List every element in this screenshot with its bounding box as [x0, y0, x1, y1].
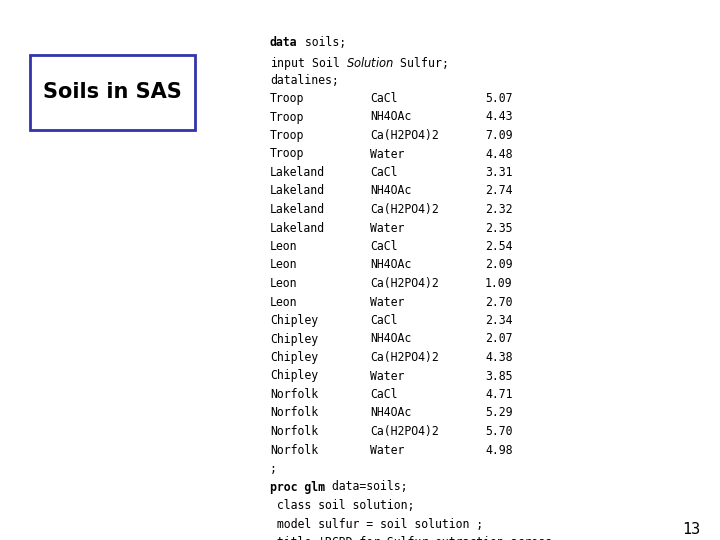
Text: class soil solution;: class soil solution;	[270, 499, 415, 512]
Text: title 'RCBD for Sulfur extraction across: title 'RCBD for Sulfur extraction across	[270, 536, 552, 540]
Text: Water: Water	[370, 295, 405, 308]
Text: 7.09: 7.09	[485, 129, 513, 142]
Text: 1.09: 1.09	[485, 277, 513, 290]
Text: soils;: soils;	[297, 37, 346, 50]
Text: 2.32: 2.32	[485, 203, 513, 216]
Text: 4.71: 4.71	[485, 388, 513, 401]
Text: 4.43: 4.43	[485, 111, 513, 124]
Text: 13: 13	[682, 522, 700, 537]
Text: CaCl: CaCl	[370, 314, 397, 327]
Text: Lakeland: Lakeland	[270, 185, 325, 198]
Text: 2.07: 2.07	[485, 333, 513, 346]
Text: 4.48: 4.48	[485, 147, 513, 160]
Text: CaCl: CaCl	[370, 240, 397, 253]
Text: CaCl: CaCl	[370, 92, 397, 105]
Text: NH4OAc: NH4OAc	[370, 111, 411, 124]
Text: 5.07: 5.07	[485, 92, 513, 105]
Text: Ca(H2PO4)2: Ca(H2PO4)2	[370, 129, 438, 142]
Text: model sulfur = soil solution ;: model sulfur = soil solution ;	[270, 517, 483, 530]
Text: Norfolk: Norfolk	[270, 388, 318, 401]
Text: Leon: Leon	[270, 240, 297, 253]
Text: datalines;: datalines;	[270, 73, 338, 86]
Text: Water: Water	[370, 443, 405, 456]
Text: Ca(H2PO4)2: Ca(H2PO4)2	[370, 425, 438, 438]
Text: input Soil $ Solution $ Sulfur;: input Soil $ Solution $ Sulfur;	[270, 55, 448, 72]
Text: 2.74: 2.74	[485, 185, 513, 198]
Text: NH4OAc: NH4OAc	[370, 185, 411, 198]
Text: Ca(H2PO4)2: Ca(H2PO4)2	[370, 277, 438, 290]
Text: ;: ;	[270, 462, 277, 475]
Text: CaCl: CaCl	[370, 388, 397, 401]
Text: Water: Water	[370, 221, 405, 234]
Text: 5.29: 5.29	[485, 407, 513, 420]
Text: Lakeland: Lakeland	[270, 203, 325, 216]
Text: Leon: Leon	[270, 259, 297, 272]
Text: Troop: Troop	[270, 111, 305, 124]
Text: Water: Water	[370, 147, 405, 160]
Text: Water: Water	[370, 369, 405, 382]
Text: NH4OAc: NH4OAc	[370, 259, 411, 272]
Text: 3.31: 3.31	[485, 166, 513, 179]
Text: Ca(H2PO4)2: Ca(H2PO4)2	[370, 351, 438, 364]
Text: 4.98: 4.98	[485, 443, 513, 456]
Text: CaCl: CaCl	[370, 166, 397, 179]
Text: proc glm: proc glm	[270, 481, 325, 494]
Text: Chipley: Chipley	[270, 314, 318, 327]
Text: Troop: Troop	[270, 92, 305, 105]
Text: 3.85: 3.85	[485, 369, 513, 382]
Text: NH4OAc: NH4OAc	[370, 407, 411, 420]
Text: 2.35: 2.35	[485, 221, 513, 234]
Text: Norfolk: Norfolk	[270, 443, 318, 456]
Text: Lakeland: Lakeland	[270, 166, 325, 179]
Text: Leon: Leon	[270, 295, 297, 308]
Text: Soils in SAS: Soils in SAS	[43, 83, 182, 103]
Text: 2.34: 2.34	[485, 314, 513, 327]
Text: Norfolk: Norfolk	[270, 425, 318, 438]
Text: Chipley: Chipley	[270, 333, 318, 346]
Text: 2.54: 2.54	[485, 240, 513, 253]
Text: 5.70: 5.70	[485, 425, 513, 438]
Text: Troop: Troop	[270, 147, 305, 160]
Text: 4.38: 4.38	[485, 351, 513, 364]
Text: Chipley: Chipley	[270, 351, 318, 364]
Text: Norfolk: Norfolk	[270, 407, 318, 420]
Text: data=soils;: data=soils;	[325, 481, 408, 494]
Text: data: data	[270, 37, 297, 50]
Text: Lakeland: Lakeland	[270, 221, 325, 234]
Text: Ca(H2PO4)2: Ca(H2PO4)2	[370, 203, 438, 216]
Text: Leon: Leon	[270, 277, 297, 290]
Bar	[30, 55, 195, 130]
Text: 2.70: 2.70	[485, 295, 513, 308]
Text: Troop: Troop	[270, 129, 305, 142]
Text: Chipley: Chipley	[270, 369, 318, 382]
Text: NH4OAc: NH4OAc	[370, 333, 411, 346]
Text: 2.09: 2.09	[485, 259, 513, 272]
